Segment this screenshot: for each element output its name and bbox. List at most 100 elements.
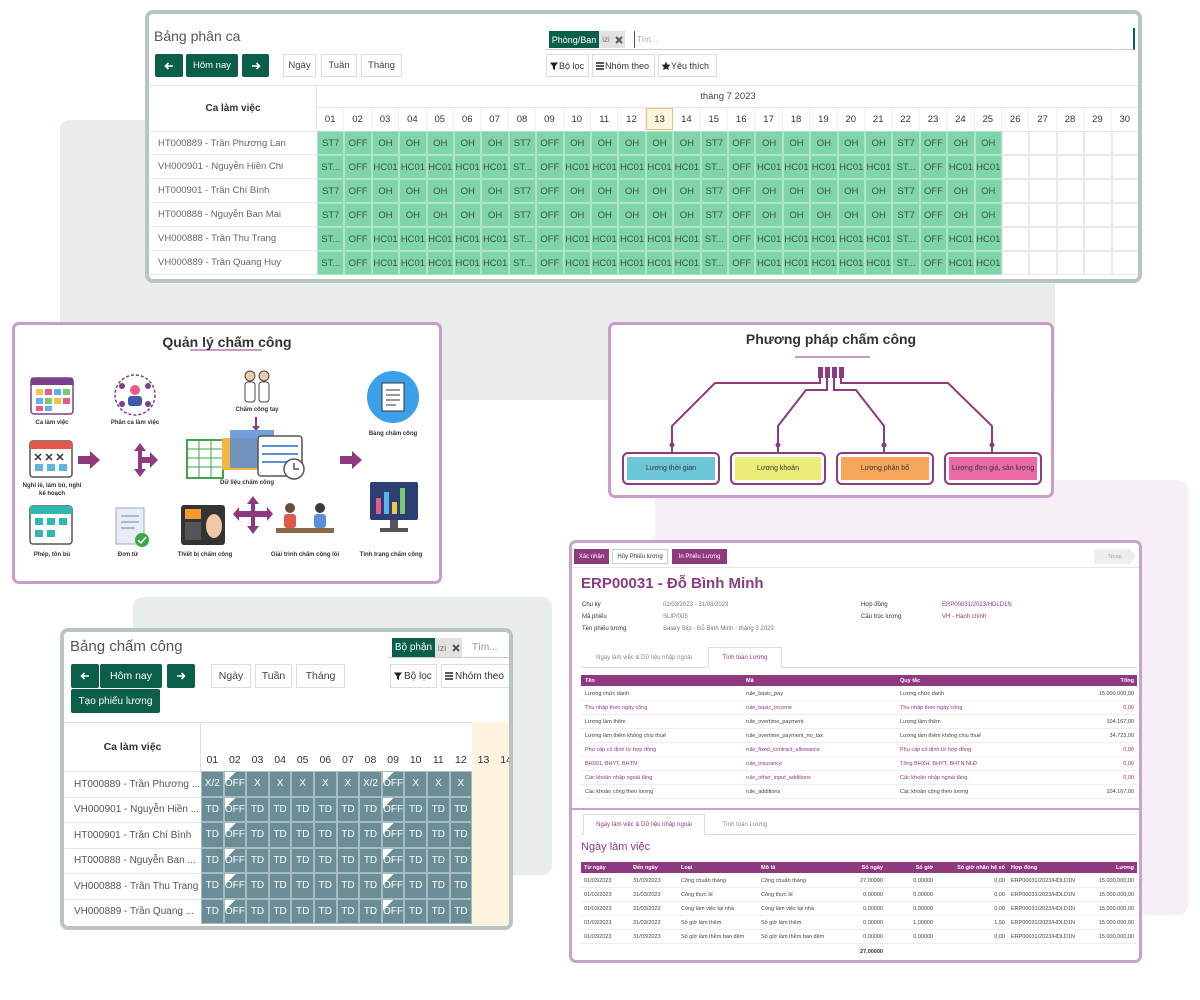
tab[interactable]: Tính toán Lương xyxy=(708,647,782,668)
create-payslip-button[interactable]: Tạo phiếu lương xyxy=(71,689,160,713)
next-button xyxy=(167,664,195,688)
timesheet-cell: TD xyxy=(427,796,450,822)
action-button[interactable]: Xác nhận xyxy=(574,549,609,564)
table-cell: Số giờ làm thêm ban đêm xyxy=(681,934,745,940)
shift-cell: ST... xyxy=(317,251,345,275)
action-button[interactable]: Hủy Phiếu lương xyxy=(612,549,668,564)
shift-cell: OH xyxy=(782,131,811,155)
panel-title: Bảng phân ca xyxy=(154,28,241,44)
timesheet-cell: TD xyxy=(268,898,292,924)
shift-cell: OFF xyxy=(728,251,756,275)
search-placeholder: Tìm... xyxy=(472,642,498,653)
view-button[interactable]: Tháng xyxy=(296,664,345,688)
method-label: Lương đơn giá, sản lượng xyxy=(949,457,1037,480)
shift-cell: OFF xyxy=(344,227,372,251)
view-button[interactable]: Ngày xyxy=(211,664,251,688)
timesheet-cell: TD xyxy=(427,873,450,899)
month-label: tháng 7 2023 xyxy=(317,86,1138,108)
divider xyxy=(572,567,1139,568)
employee-name: VH000888 - Trần Thu Trang xyxy=(65,873,201,899)
timesheet-cell: TD xyxy=(314,847,337,873)
empty-cell xyxy=(1111,155,1138,179)
timesheet-cell: TD xyxy=(336,796,360,822)
day-header: 18 xyxy=(783,108,811,130)
shift-cell: OH xyxy=(947,131,975,155)
column-header: Hợp đồng xyxy=(1011,864,1038,871)
timesheet-cell: X xyxy=(246,771,269,797)
table-cell: 0,00 xyxy=(1123,761,1134,767)
empty-cell xyxy=(1111,179,1138,203)
shift-cell: OH xyxy=(810,131,838,155)
action-button[interactable]: In Phiếu Lương xyxy=(672,549,727,564)
status: Nháp xyxy=(1094,549,1136,564)
table-cell: 0,00000 xyxy=(913,934,933,940)
shift-cell: OFF xyxy=(536,227,564,251)
shift-cell: HC01 xyxy=(837,227,865,251)
facet-remove xyxy=(449,638,462,657)
search-bar[interactable] xyxy=(545,28,1135,50)
tab[interactable]: Tính toán Lương xyxy=(722,821,768,828)
day-header: 06 xyxy=(319,754,332,766)
filter-icon xyxy=(444,664,454,688)
table-cell: 0,00 xyxy=(994,878,1005,884)
empty-cell xyxy=(1029,227,1057,251)
shift-cell: HC01 xyxy=(810,251,838,275)
timesheet-cell: TD xyxy=(359,873,382,899)
view-button[interactable]: Ngày xyxy=(283,54,316,77)
empty-cell xyxy=(1084,179,1112,203)
prev-button xyxy=(71,664,99,688)
shift-cell: HC01 xyxy=(645,155,674,179)
view-button[interactable]: Tuần xyxy=(321,54,357,77)
timesheet-cell: TD xyxy=(336,873,360,899)
view-button[interactable]: Tuần xyxy=(255,664,292,688)
shift-cell: OH xyxy=(947,179,975,203)
timesheet-cell: TD xyxy=(314,796,337,822)
timesheet-cell: X/2 xyxy=(201,771,224,797)
timesheet-cell: TD xyxy=(291,847,314,873)
search-facet: Phòng/Ban xyxy=(549,31,599,48)
diagram-title: Phương pháp chấm công xyxy=(745,331,917,347)
table-cell: 01/03/2023 xyxy=(584,878,612,884)
search-bar[interactable] xyxy=(388,636,509,658)
shift-cell: HC01 xyxy=(591,227,619,251)
table-border xyxy=(64,722,509,723)
shift-cell: HC01 xyxy=(810,155,838,179)
diagram-label: Ca làm việc xyxy=(35,420,69,426)
employee-name: VH000901 - Nguyễn Hiền ... xyxy=(65,796,201,823)
day-header: 27 xyxy=(1029,108,1057,130)
view-button[interactable]: Tháng xyxy=(361,54,402,77)
icon-shape xyxy=(80,672,89,680)
filter-button[interactable] xyxy=(658,54,717,77)
shift-cell: HC01 xyxy=(481,227,509,251)
timesheet-cell: TD xyxy=(314,822,337,848)
table-cell: Thu nhập theo ngày công xyxy=(900,705,963,711)
diagram-label: Tình trạng chấm công xyxy=(359,552,423,558)
table-cell: 0,00 xyxy=(1123,775,1134,781)
tab[interactable]: Ngày làm việc & Dữ liệu nhập ngoài xyxy=(583,814,705,835)
shift-cell: OFF xyxy=(344,203,372,227)
shift-cell: OH xyxy=(755,179,783,203)
table-cell: Các khoản nhập ngoài tăng xyxy=(900,775,968,781)
shift-cell: HC01 xyxy=(426,155,454,179)
filter-button[interactable] xyxy=(592,54,655,77)
timesheet-cell: TD xyxy=(291,822,314,848)
diagram-title: Quản lý chấm công xyxy=(162,334,292,350)
shift-cell: OH xyxy=(454,203,482,227)
column-header: Tên xyxy=(585,677,595,684)
filter-label: Bộ lọc xyxy=(404,670,432,682)
shift-cell: OFF xyxy=(536,203,564,227)
shift-cell: ST7 xyxy=(317,131,345,155)
filter-icon xyxy=(661,54,671,77)
empty-cell xyxy=(1084,251,1112,275)
today-button[interactable]: Hôm nay xyxy=(100,664,162,688)
column-header: Ca làm việc xyxy=(65,722,201,771)
diagram-label: Đơn từ xyxy=(117,552,139,558)
timesheet-cell: TD xyxy=(449,873,473,899)
tab[interactable]: Ngày làm việc & Dữ liệu nhập ngoài xyxy=(596,654,692,661)
timesheet-cell: TD xyxy=(404,822,427,848)
filter-button[interactable] xyxy=(546,54,589,77)
field-value: ERP00031/2023/HDLD1N xyxy=(942,602,1012,608)
today-button[interactable]: Hôm nay xyxy=(186,54,238,77)
shift-cell: OFF xyxy=(344,131,372,155)
timesheet-cell: OFF xyxy=(223,771,247,797)
